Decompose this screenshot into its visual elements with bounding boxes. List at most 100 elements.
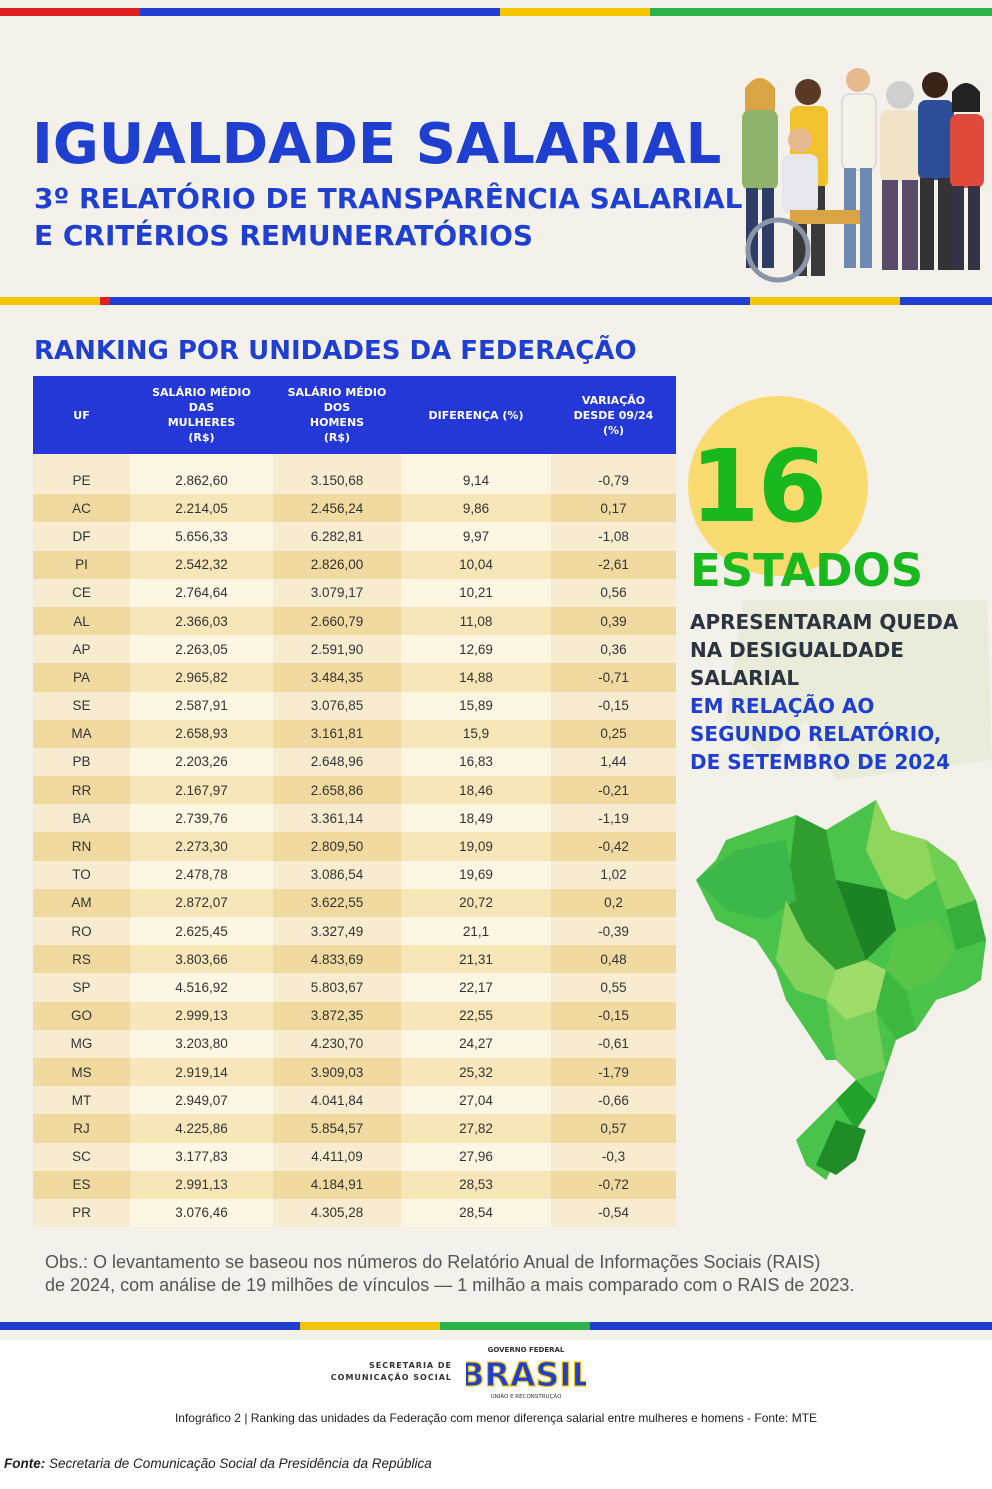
table-row: MG 3.203,80 4.230,70 24,27 -0,61 — [33, 1029, 676, 1058]
table-row: MT 2.949,07 4.041,84 27,04 -0,66 — [33, 1086, 676, 1115]
middle-color-stripe — [0, 297, 992, 305]
cell-men-salary: 3.484,35 — [273, 663, 401, 692]
table-row: DF 5.656,33 6.282,81 9,97 -1,08 — [33, 522, 676, 551]
cell-variation: -0,3 — [551, 1142, 676, 1171]
cell-difference: 19,09 — [401, 832, 551, 861]
cell-variation: -0,61 — [551, 1029, 676, 1058]
cell-uf: PI — [33, 550, 130, 579]
cell-difference: 20,72 — [401, 888, 551, 917]
cell-men-salary: 2.591,90 — [273, 635, 401, 664]
cell-variation: -0,21 — [551, 776, 676, 805]
cell-difference: 15,89 — [401, 691, 551, 720]
cell-variation: -0,15 — [551, 1001, 676, 1030]
cell-men-salary: 3.872,35 — [273, 1001, 401, 1030]
cell-variation: -0,39 — [551, 917, 676, 946]
cell-men-salary: 3.079,17 — [273, 578, 401, 607]
cell-men-salary: 3.076,85 — [273, 691, 401, 720]
cell-men-salary: 3.150,68 — [273, 454, 401, 495]
subtitle-line-2: E CRITÉRIOS REMUNERATÓRIOS — [34, 219, 534, 252]
people-illustration — [742, 68, 984, 283]
cell-men-salary: 4.184,91 — [273, 1170, 401, 1199]
cell-women-salary: 2.965,82 — [130, 663, 273, 692]
cell-variation: 0,48 — [551, 945, 676, 974]
infographic-caption: Infográfico 2 | Ranking das unidades da … — [174, 1411, 818, 1425]
footer-logos: SECRETARIA DE COMUNICAÇÃO SOCIAL GOVERNO… — [0, 1330, 992, 1410]
cell-uf: AL — [33, 606, 130, 636]
note-line-2: de 2024, com análise de 19 milhões de ví… — [45, 1275, 855, 1295]
cell-uf: RN — [33, 832, 130, 861]
cell-variation: 0,25 — [551, 719, 676, 748]
column-header-difference: DIFERENÇA (%) — [401, 376, 551, 454]
cell-variation: -2,61 — [551, 550, 676, 579]
cell-uf: MG — [33, 1029, 130, 1058]
gov-name-text: BRASIL — [466, 1355, 586, 1394]
cell-uf: CE — [33, 578, 130, 607]
cell-women-salary: 3.076,46 — [130, 1198, 273, 1228]
cell-women-salary: 2.949,07 — [130, 1086, 273, 1115]
cell-women-salary: 4.225,86 — [130, 1114, 273, 1143]
cell-uf: MT — [33, 1086, 130, 1115]
cell-difference: 19,69 — [401, 860, 551, 889]
cell-variation: 0,57 — [551, 1114, 676, 1143]
table-row: ES 2.991,13 4.184,91 28,53 -0,72 — [33, 1170, 676, 1199]
cell-difference: 21,1 — [401, 917, 551, 946]
person-figure — [841, 68, 877, 268]
cell-uf: BA — [33, 804, 130, 833]
cell-uf: RJ — [33, 1114, 130, 1143]
table-row: SC 3.177,83 4.411,09 27,96 -0,3 — [33, 1142, 676, 1171]
table-body: PE 2.862,60 3.150,68 9,14 -0,79 AC 2.214,05 2.4… — [33, 454, 676, 1228]
cell-women-salary: 2.263,05 — [130, 635, 273, 664]
table-row: AL 2.366,03 2.660,79 11,08 0,39 — [33, 606, 676, 636]
highlight-line-5: SEGUNDO RELATÓRIO, — [690, 722, 942, 746]
cell-uf: MS — [33, 1057, 130, 1087]
cell-uf: DF — [33, 522, 130, 551]
table-row: TO 2.478,78 3.086,54 19,69 1,02 — [33, 860, 676, 889]
cell-women-salary: 2.167,97 — [130, 776, 273, 805]
cell-variation: 1,02 — [551, 860, 676, 889]
highlight-line-3: SALARIAL — [690, 666, 800, 690]
secom-line-2: COMUNICAÇÃO SOCIAL — [330, 1373, 452, 1382]
cell-women-salary: 2.625,45 — [130, 917, 273, 946]
cell-men-salary: 3.161,81 — [273, 719, 401, 748]
table-row: RN 2.273,30 2.809,50 19,09 -0,42 — [33, 832, 676, 861]
cell-women-salary: 2.999,13 — [130, 1001, 273, 1030]
cell-women-salary: 5.656,33 — [130, 522, 273, 551]
cell-women-salary: 2.658,93 — [130, 719, 273, 748]
person-figure — [950, 83, 984, 270]
table-row: PR 3.076,46 4.305,28 28,54 -0,54 — [33, 1198, 676, 1228]
cell-variation: -0,72 — [551, 1170, 676, 1199]
cell-uf: TO — [33, 860, 130, 889]
cell-women-salary: 2.862,60 — [130, 454, 273, 495]
cell-uf: PE — [33, 454, 130, 495]
governo-federal-logo: GOVERNO FEDERAL BRASIL UNIÃO E RECONSTRU… — [466, 1346, 586, 1400]
table-row: RO 2.625,45 3.327,49 21,1 -0,39 — [33, 917, 676, 946]
ranking-table-wrapper: UF SALÁRIO MÉDIO DAS MULHERES (R$) SALÁR… — [33, 376, 676, 1228]
person-figure — [918, 72, 954, 270]
cell-variation: -1,19 — [551, 804, 676, 833]
cell-variation: -0,66 — [551, 1086, 676, 1115]
table-row: RS 3.803,66 4.833,69 21,31 0,48 — [33, 945, 676, 974]
cell-women-salary: 2.919,14 — [130, 1057, 273, 1087]
cell-variation: 0,56 — [551, 578, 676, 607]
cell-men-salary: 2.658,86 — [273, 776, 401, 805]
cell-difference: 22,55 — [401, 1001, 551, 1030]
cell-variation: 0,55 — [551, 973, 676, 1002]
cell-variation: -0,71 — [551, 663, 676, 692]
table-row: CE 2.764,64 3.079,17 10,21 0,56 — [33, 578, 676, 607]
cell-variation: 1,44 — [551, 747, 676, 777]
cell-women-salary: 2.214,05 — [130, 494, 273, 523]
cell-women-salary: 2.478,78 — [130, 860, 273, 889]
cell-men-salary: 5.803,67 — [273, 973, 401, 1002]
wheelchair-figure — [745, 128, 860, 283]
cell-difference: 18,49 — [401, 804, 551, 833]
cell-uf: AM — [33, 888, 130, 917]
column-header-men-salary: SALÁRIO MÉDIO DOS HOMENS (R$) — [273, 376, 401, 454]
cell-women-salary: 3.177,83 — [130, 1142, 273, 1171]
cell-uf: GO — [33, 1001, 130, 1030]
cell-uf: AP — [33, 635, 130, 664]
cell-women-salary: 4.516,92 — [130, 973, 273, 1002]
table-row: SE 2.587,91 3.076,85 15,89 -0,15 — [33, 691, 676, 720]
cell-difference: 15,9 — [401, 719, 551, 748]
cell-uf: ES — [33, 1170, 130, 1199]
cell-difference: 28,53 — [401, 1170, 551, 1199]
